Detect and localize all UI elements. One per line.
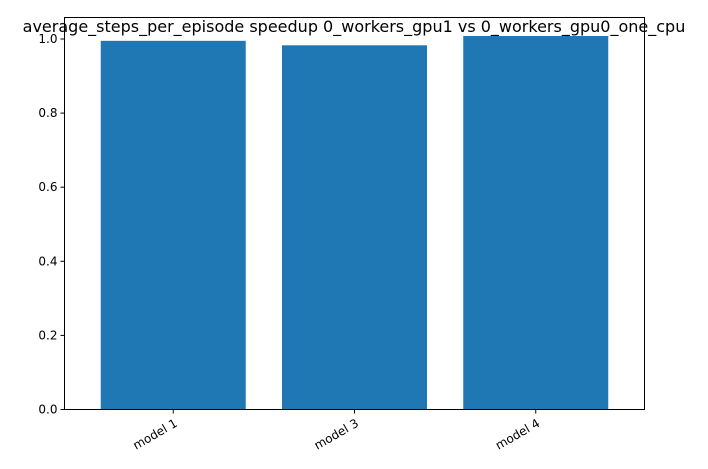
bar-model-1: [100, 40, 246, 410]
x-tick-label: model 4: [493, 416, 542, 453]
chart-title: average_steps_per_episode speedup 0_work…: [23, 17, 686, 37]
y-axis: 0.0 0.2 0.4 0.6 0.8 1.0: [38, 32, 65, 417]
y-tick-label: 0.4: [38, 254, 57, 268]
y-tick-label: 0.8: [38, 106, 57, 120]
x-tick-label: model 3: [312, 416, 361, 453]
bar-model-3: [282, 45, 427, 410]
y-tick-label: 1.0: [38, 32, 57, 46]
y-tick-label: 0.6: [38, 180, 57, 194]
x-tick-label: model 1: [130, 416, 179, 453]
y-tick-label: 0.0: [38, 403, 57, 417]
bar-model-4: [463, 36, 609, 410]
plot-frame: [64, 17, 645, 410]
y-tick-label: 0.2: [38, 328, 57, 342]
bars-group: [100, 36, 609, 410]
x-axis: model 1 model 3 model 4: [130, 409, 542, 453]
